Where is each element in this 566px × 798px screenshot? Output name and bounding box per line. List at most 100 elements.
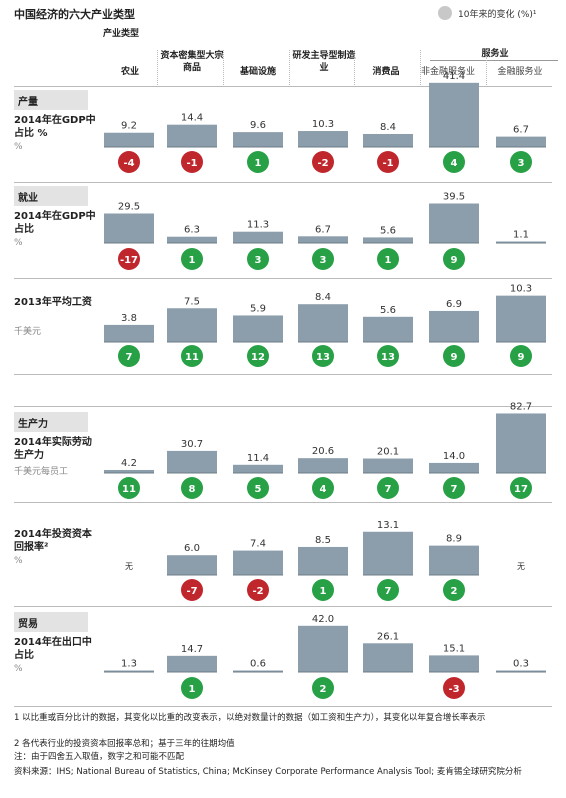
change-badge-label: 5 — [255, 484, 262, 495]
change-badge-label: 9 — [451, 352, 458, 363]
change-badge — [377, 579, 399, 601]
change-badge-label: -2 — [252, 586, 263, 597]
change-badge-label: 17 — [514, 484, 528, 495]
data-label: 7.4 — [250, 539, 266, 550]
change-badge-label: 7 — [126, 352, 133, 363]
data-label: 42.0 — [312, 614, 334, 625]
source-note: 资料来源：IHS; National Bureau of Statistics,… — [14, 767, 522, 777]
change-badge — [181, 677, 203, 699]
bar — [298, 458, 348, 473]
change-badge-label: 3 — [255, 255, 262, 266]
legend: 10年来的变化 (%)¹ — [438, 6, 537, 20]
data-label: 6.7 — [513, 125, 529, 136]
row-unit-exports: % — [14, 664, 23, 674]
change-badge-label: -17 — [120, 255, 138, 266]
section-tag-productivity: 生产力 — [14, 412, 88, 432]
change-badge — [510, 477, 532, 499]
data-label: 14.7 — [181, 644, 203, 655]
bar — [233, 231, 283, 243]
column-separator — [223, 50, 224, 85]
change-badge-label: 4 — [451, 158, 458, 169]
column-separator — [486, 50, 487, 85]
row-label-employment: 2014年在GDP中占比 — [14, 211, 96, 235]
bar — [298, 625, 348, 672]
data-label: 9.6 — [250, 120, 266, 131]
data-label: 14.0 — [443, 451, 465, 462]
divider — [14, 278, 552, 279]
data-label: 无 — [517, 562, 525, 571]
column-header-infrastructure: 基础设施 — [239, 67, 276, 77]
change-badge-label: 7 — [451, 484, 458, 495]
change-badge — [181, 151, 203, 173]
data-label: 9.2 — [121, 121, 137, 132]
bar — [429, 655, 479, 672]
data-label: 4.2 — [121, 458, 137, 469]
change-badge-label: 9 — [518, 352, 525, 363]
change-badge — [377, 345, 399, 367]
chart-title: 中国经济的六大产业类型 — [14, 8, 135, 21]
data-label: 5.9 — [250, 303, 266, 314]
row-unit-gdp-share: % — [14, 142, 23, 152]
data-label: 1.3 — [121, 659, 137, 670]
bar — [167, 236, 217, 243]
bar — [167, 555, 217, 575]
change-badge-label: 4 — [320, 484, 327, 495]
bar — [167, 655, 217, 672]
change-badge-label: -3 — [448, 684, 459, 695]
bar — [104, 469, 154, 473]
change-badge-label: 8 — [189, 484, 196, 495]
change-badge-label: -2 — [317, 158, 328, 169]
change-badge — [443, 579, 465, 601]
data-label: 8.4 — [315, 292, 331, 303]
services-group-line — [430, 60, 558, 61]
row-label-gdp-share: 2014年在GDP中占比 % — [14, 115, 96, 139]
row-unit-roic: % — [14, 556, 23, 566]
footnote-3: 注：由于四舍五入取值，数字之和可能不匹配 — [14, 752, 185, 762]
section-tag-output: 产量 — [14, 90, 88, 110]
change-badge — [443, 345, 465, 367]
change-badge — [443, 477, 465, 499]
change-badge-label: -7 — [186, 586, 197, 597]
column-header-financial-services: 金融服务业 — [497, 67, 543, 77]
section-tag-employment: 就业 — [14, 186, 88, 206]
data-label: 7.5 — [184, 296, 200, 307]
bar — [363, 643, 413, 672]
row-unit-wage: 千美元 — [14, 327, 42, 337]
change-badge-label: 1 — [385, 255, 392, 266]
row-label-productivity: 2014年实际劳动生产力 — [14, 437, 92, 461]
change-badge — [510, 345, 532, 367]
bar — [298, 304, 348, 342]
bar — [496, 670, 546, 672]
bar — [496, 136, 546, 147]
divider — [14, 86, 552, 87]
data-label: 82.7 — [510, 401, 532, 412]
data-label: 10.3 — [510, 284, 532, 295]
data-label: 0.3 — [513, 659, 529, 670]
section-tag-trade: 贸易 — [14, 612, 88, 632]
bar — [167, 450, 217, 473]
column-header-consumer-goods: 消费品 — [372, 67, 400, 77]
row-label-exports: 2014年在出口中占比 — [14, 637, 92, 661]
change-badge — [247, 345, 269, 367]
change-badge-label: 3 — [320, 255, 327, 266]
divider — [14, 706, 552, 707]
footnote-1: 1 以比重或百分比计的数据，其变化以比重的改变表示，以绝对数量计的数据（如工资和… — [14, 713, 486, 723]
bar — [104, 213, 154, 243]
industry-type-label: 产业类型 — [103, 29, 140, 39]
data-label: 1.1 — [513, 230, 529, 241]
bar — [104, 324, 154, 342]
bar — [429, 82, 479, 147]
change-badge-label: 1 — [320, 586, 327, 597]
change-badge — [247, 151, 269, 173]
data-label: 8.4 — [380, 122, 396, 133]
change-badge-label: 1 — [255, 158, 262, 169]
change-badge — [181, 579, 203, 601]
divider — [14, 606, 552, 607]
change-badge-label: 11 — [185, 352, 199, 363]
data-label: 8.5 — [315, 535, 331, 546]
change-badge — [443, 677, 465, 699]
bar — [104, 132, 154, 147]
bar — [363, 316, 413, 342]
bar — [363, 458, 413, 473]
bar — [429, 310, 479, 342]
